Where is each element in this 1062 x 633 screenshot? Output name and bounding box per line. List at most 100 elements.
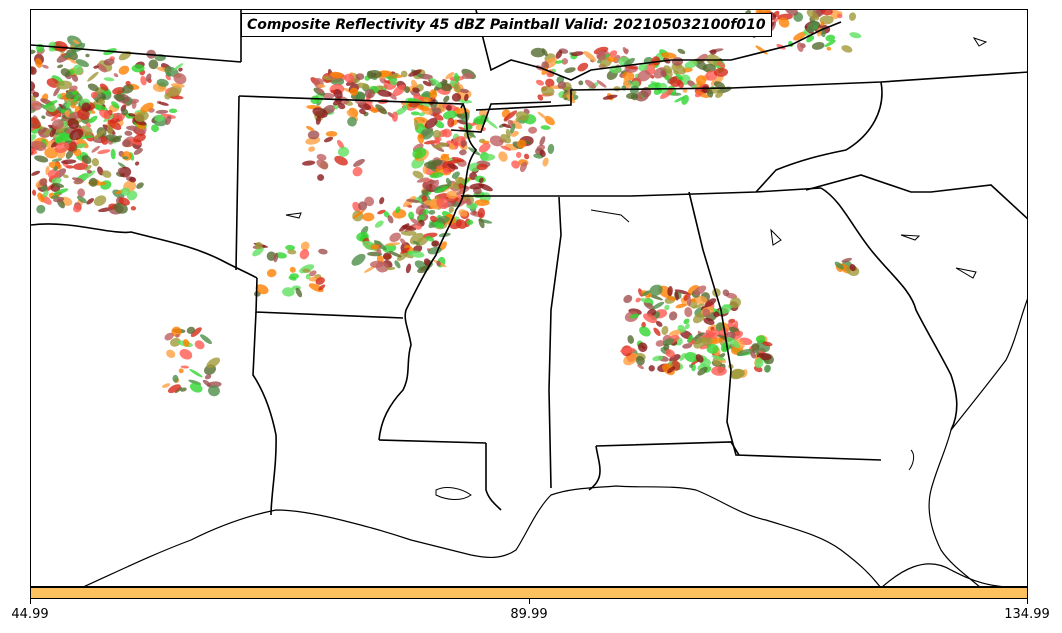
- reflectivity-blob: [171, 326, 182, 337]
- reflectivity-blob: [273, 252, 279, 263]
- reflectivity-blob: [167, 384, 181, 394]
- reflectivity-blob: [118, 65, 130, 75]
- reflectivity-blob: [433, 142, 448, 149]
- lake-outline: [955, 267, 977, 279]
- reflectivity-blob: [637, 342, 648, 353]
- reflectivity-blob: [62, 174, 69, 179]
- reflectivity-blob: [626, 92, 638, 100]
- reflectivity-blob: [702, 332, 717, 339]
- reflectivity-blob: [430, 78, 442, 88]
- reflectivity-blob: [639, 326, 651, 337]
- reflectivity-blob: [112, 112, 119, 120]
- reflectivity-blob: [346, 110, 356, 119]
- reflectivity-blob: [677, 48, 686, 55]
- reflectivity-blob: [400, 247, 410, 254]
- reflectivity-blob: [164, 332, 174, 341]
- reflectivity-blob: [440, 153, 450, 162]
- reflectivity-blob: [111, 101, 120, 109]
- reflectivity-blob: [86, 169, 92, 174]
- reflectivity-blob: [67, 141, 77, 152]
- reflectivity-blob: [158, 101, 169, 106]
- reflectivity-blob: [456, 119, 468, 125]
- reflectivity-blob: [607, 56, 617, 63]
- reflectivity-blob: [423, 140, 439, 145]
- reflectivity-blob: [675, 303, 686, 309]
- reflectivity-blob: [353, 158, 365, 167]
- reflectivity-blob: [189, 369, 203, 378]
- reflectivity-blob: [660, 70, 667, 77]
- reflectivity-blob: [541, 86, 555, 97]
- reflectivity-blob: [405, 263, 412, 274]
- reflectivity-blob: [131, 100, 137, 109]
- reflectivity-blob: [32, 189, 37, 196]
- reflectivity-blob: [85, 53, 90, 58]
- reflectivity-blob: [90, 91, 98, 99]
- reflectivity-blob: [364, 196, 375, 207]
- reflectivity-blob: [784, 10, 799, 16]
- state-border: [595, 441, 740, 456]
- reflectivity-blob: [364, 89, 375, 99]
- reflectivity-blob: [602, 94, 618, 100]
- reflectivity-blob: [811, 41, 825, 50]
- reflectivity-blob: [145, 73, 152, 82]
- reflectivity-blob: [638, 63, 648, 72]
- reflectivity-blob: [459, 149, 467, 156]
- state-border: [588, 445, 601, 491]
- reflectivity-blob: [386, 266, 396, 271]
- colorbar-tick-label-min: 44.99: [11, 607, 49, 622]
- reflectivity-blob: [96, 63, 108, 73]
- reflectivity-blob: [72, 204, 82, 213]
- reflectivity-blob: [252, 247, 264, 257]
- reflectivity-blob: [684, 352, 699, 363]
- coastline: [950, 298, 1027, 431]
- reflectivity-blob: [841, 45, 853, 53]
- reflectivity-blob: [112, 87, 125, 95]
- reflectivity-blob: [442, 110, 457, 120]
- reflectivity-blob: [507, 119, 514, 127]
- reflectivity-blob: [179, 349, 193, 360]
- reflectivity-blob: [154, 114, 165, 122]
- reflectivity-blob: [81, 102, 91, 112]
- reflectivity-blob: [70, 59, 78, 64]
- reflectivity-blob: [87, 71, 99, 82]
- reflectivity-blob: [78, 135, 94, 139]
- reflectivity-blob: [652, 301, 665, 310]
- state-border: [755, 81, 883, 193]
- reflectivity-blob: [554, 60, 564, 64]
- reflectivity-blob: [51, 113, 61, 122]
- reflectivity-blob: [706, 343, 719, 354]
- reflectivity-blob: [577, 62, 589, 72]
- reflectivity-blob: [130, 206, 137, 211]
- colorbar-tick-label-mid: 89.99: [510, 607, 548, 622]
- reflectivity-blob: [820, 10, 833, 16]
- reflectivity-blob: [133, 148, 143, 155]
- reflectivity-blob: [627, 335, 634, 344]
- reflectivity-blob: [178, 368, 184, 374]
- reflectivity-blob: [121, 139, 131, 148]
- reflectivity-blob: [315, 115, 321, 125]
- state-border: [378, 103, 478, 441]
- reflectivity-blob: [545, 78, 555, 88]
- reflectivity-blob: [429, 172, 444, 179]
- reflectivity-blob: [392, 84, 406, 97]
- reflectivity-blob: [103, 77, 115, 82]
- reflectivity-blob: [425, 236, 435, 242]
- reflectivity-blob: [625, 67, 631, 73]
- reflectivity-blob: [77, 188, 86, 198]
- reflectivity-blob: [448, 206, 454, 214]
- reflectivity-blob: [358, 201, 368, 211]
- reflectivity-blob: [432, 129, 442, 139]
- reflectivity-blob: [464, 93, 469, 102]
- reflectivity-blob: [443, 167, 450, 174]
- reflectivity-blob: [666, 296, 676, 301]
- reflectivity-blob: [660, 88, 673, 99]
- reflectivity-blob: [668, 311, 678, 321]
- reflectivity-blob: [409, 217, 421, 226]
- colorbar-tick-min: [30, 599, 31, 604]
- reflectivity-blob: [584, 79, 596, 89]
- reflectivity-blob: [255, 241, 263, 250]
- reflectivity-blob: [105, 134, 121, 143]
- reflectivity-blob: [665, 349, 676, 358]
- reflectivity-blob: [382, 243, 397, 253]
- reflectivity-blob: [596, 50, 607, 61]
